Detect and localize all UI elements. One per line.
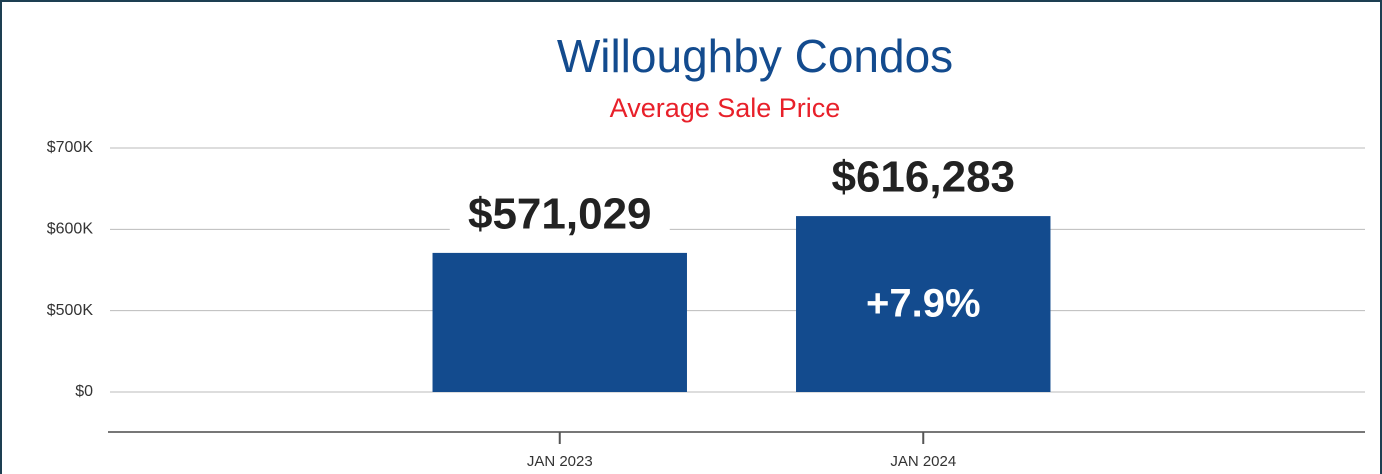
value-label: $571,029	[468, 190, 652, 239]
y-tick-label: $500K	[47, 302, 94, 319]
value-label: $616,283	[831, 153, 1015, 202]
y-tick-label: $700K	[47, 139, 94, 156]
value-label-bg	[813, 154, 1034, 207]
y-tick-label: $0	[75, 383, 93, 400]
chart-title: Willoughby Condos	[557, 30, 953, 82]
y-tick-label: $600K	[47, 221, 94, 238]
change-annotation: +7.9%	[866, 282, 981, 326]
x-tick-label: JAN 2024	[890, 453, 956, 470]
value-label-bg	[449, 190, 670, 243]
chart-subtitle: Average Sale Price	[610, 93, 841, 123]
bar	[796, 216, 1051, 392]
x-tick-label: JAN 2023	[527, 453, 593, 470]
bar	[432, 252, 687, 392]
